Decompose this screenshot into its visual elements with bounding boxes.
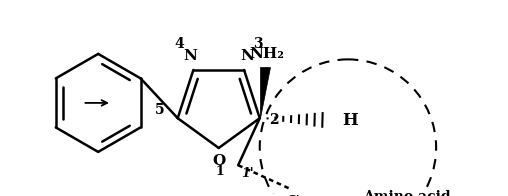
Text: N: N (183, 49, 198, 63)
Text: 4: 4 (175, 37, 184, 52)
Text: 2: 2 (269, 113, 278, 127)
Text: N: N (240, 49, 254, 63)
Text: 2': 2' (287, 195, 299, 196)
Text: NH₂: NH₂ (249, 46, 284, 61)
Text: H: H (342, 112, 358, 129)
Text: 5: 5 (155, 103, 165, 117)
Text: Amino acid: Amino acid (363, 190, 451, 196)
Text: 3: 3 (253, 37, 263, 52)
Text: 1: 1 (215, 165, 224, 178)
Polygon shape (260, 67, 270, 118)
Text: O: O (212, 154, 226, 168)
Text: 1': 1' (242, 167, 255, 180)
